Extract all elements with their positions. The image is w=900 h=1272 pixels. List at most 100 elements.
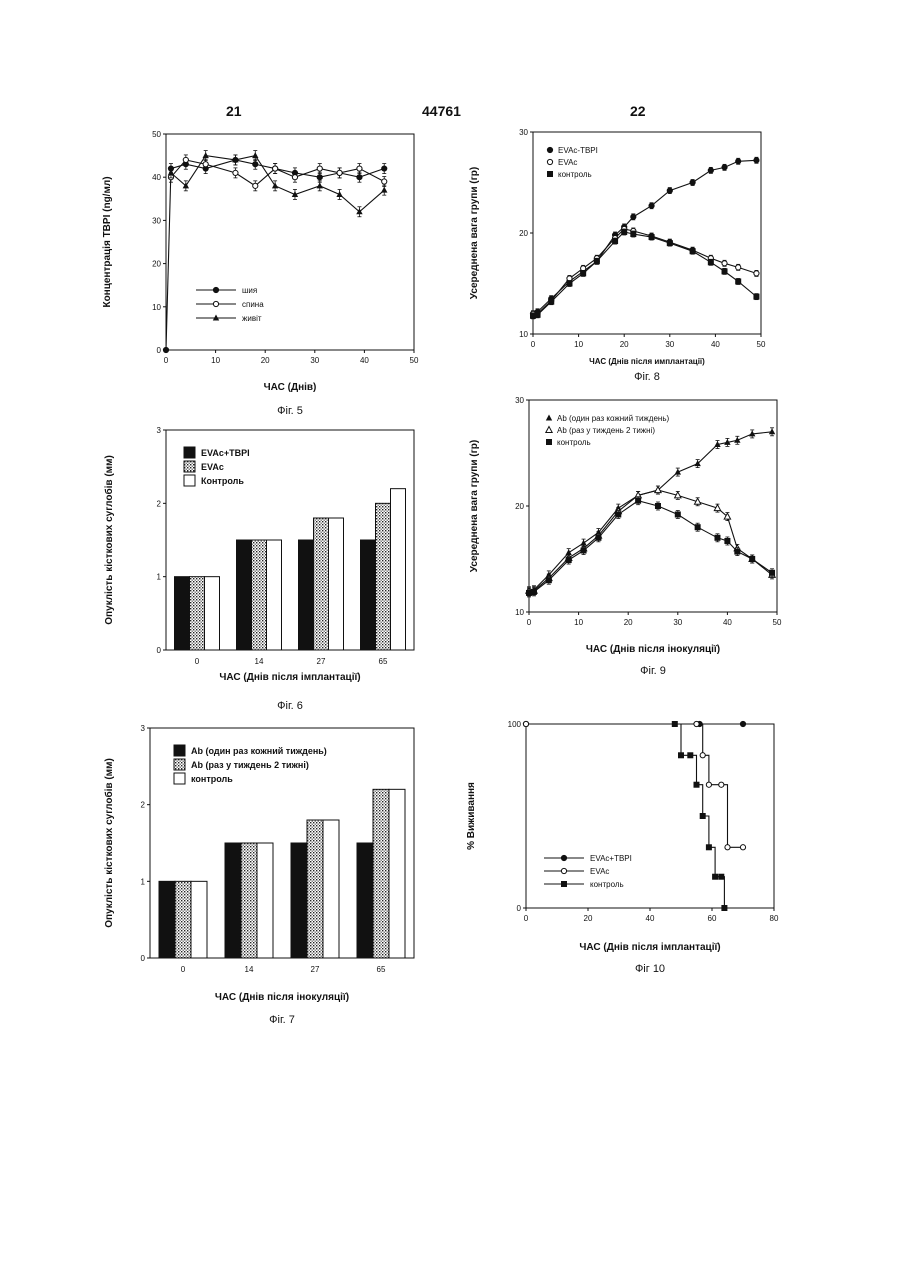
data-point (736, 159, 741, 164)
figure-caption: Фіг. 7 (269, 1014, 295, 1026)
y-axis-label: Усереднена вага групи (гр) (469, 167, 480, 299)
data-point (667, 240, 673, 246)
bar (205, 577, 220, 650)
data-point (381, 187, 387, 193)
legend-marker (547, 171, 553, 177)
data-point (566, 281, 572, 287)
legend-label: живіт (242, 314, 262, 323)
figure-caption: Фіг. 9 (640, 665, 666, 677)
data-point (566, 557, 572, 563)
bar (237, 540, 252, 650)
data-point (725, 845, 730, 850)
data-point (630, 231, 636, 237)
legend-marker (547, 147, 552, 152)
x-tick-label: 27 (311, 965, 320, 974)
x-tick-label: 30 (665, 340, 674, 349)
y-tick-label: 50 (152, 130, 161, 139)
legend-label: спина (242, 300, 264, 309)
figure-9-chart: 01020304050102030ЧАС (Днів після інокуля… (465, 390, 785, 685)
x-tick-label: 50 (410, 356, 419, 365)
x-tick-label: 27 (317, 657, 326, 666)
bar (389, 789, 405, 958)
y-tick-label: 0 (157, 346, 162, 355)
legend-label: шия (242, 286, 257, 295)
series-line-2 (529, 501, 772, 593)
data-point (357, 166, 362, 171)
legend-label: Ab (один раз кожний тиждень) (557, 414, 669, 423)
y-tick-label: 3 (141, 724, 146, 733)
series-line-0 (533, 160, 756, 314)
y-axis-label: % Виживання (466, 782, 477, 850)
data-point (203, 162, 208, 167)
patent-number: 44761 (422, 103, 461, 119)
x-tick-label: 40 (711, 340, 720, 349)
bar (323, 820, 339, 958)
legend-label: EVAc (201, 462, 224, 472)
bar (191, 881, 207, 958)
x-tick-label: 0 (195, 657, 200, 666)
bar (391, 489, 406, 650)
x-tick-label: 60 (708, 914, 717, 923)
data-point (675, 511, 681, 517)
data-point (273, 166, 278, 171)
legend-marker (561, 881, 567, 887)
data-point (740, 721, 745, 726)
data-point (740, 845, 745, 850)
legend-swatch (174, 745, 185, 756)
data-point (531, 589, 537, 595)
legend-marker (546, 427, 552, 433)
y-axis-label: Усереднена вага групи (гр) (469, 440, 480, 572)
legend-label: контроль (558, 170, 592, 179)
x-tick-label: 65 (377, 965, 386, 974)
data-point (546, 577, 552, 583)
y-tick-label: 10 (152, 303, 161, 312)
y-tick-label: 1 (141, 877, 146, 886)
legend-marker (546, 439, 552, 445)
figure-6-chart: 01230142765ЧАС (Днів після імплантації)О… (100, 422, 430, 717)
figure-caption: Фіг. 8 (634, 371, 660, 383)
legend-label: EVAc+TBPI (590, 854, 632, 863)
x-tick-label: 0 (531, 340, 536, 349)
x-axis-label: ЧАС (Днів після имплантації) (589, 357, 705, 366)
y-tick-label: 3 (157, 426, 162, 435)
data-point (252, 152, 258, 158)
data-point (769, 428, 775, 434)
legend-label: EVAc+TBPI (201, 448, 250, 458)
y-axis-label: Опуклість кісткових суглобів (мм) (103, 455, 115, 625)
legend-label: контроль (191, 774, 233, 784)
data-point (706, 844, 712, 850)
x-tick-label: 20 (620, 340, 629, 349)
bar (357, 843, 373, 958)
data-point (317, 166, 322, 171)
x-tick-label: 50 (773, 618, 782, 627)
x-axis-label: ЧАС (Днів після імплантації) (579, 942, 720, 953)
legend-label: EVAc (558, 158, 577, 167)
data-point (183, 157, 188, 162)
data-point (337, 170, 342, 175)
data-point (694, 782, 700, 788)
data-point (718, 874, 724, 880)
data-point (581, 548, 587, 554)
figure-7-chart: 01230142765ЧАС (Днів після інокуляції)Оп… (100, 720, 430, 1030)
y-tick-label: 1 (157, 573, 162, 582)
data-point (695, 524, 701, 530)
x-tick-label: 10 (211, 356, 220, 365)
data-point (749, 556, 755, 562)
data-point (253, 183, 258, 188)
bar (159, 881, 175, 958)
data-point (317, 182, 323, 188)
page-number-left: 21 (226, 103, 242, 119)
data-point (700, 813, 706, 819)
series-line-0 (529, 432, 772, 592)
data-point (580, 270, 586, 276)
x-tick-label: 30 (310, 356, 319, 365)
data-point (722, 268, 728, 274)
bar (175, 577, 190, 650)
data-point (202, 152, 208, 158)
series-line-2 (675, 724, 725, 908)
bar (376, 503, 391, 650)
legend-label: EVAc-TBPI (558, 146, 598, 155)
data-point (667, 188, 672, 193)
data-point (769, 570, 775, 576)
data-point (317, 175, 322, 180)
